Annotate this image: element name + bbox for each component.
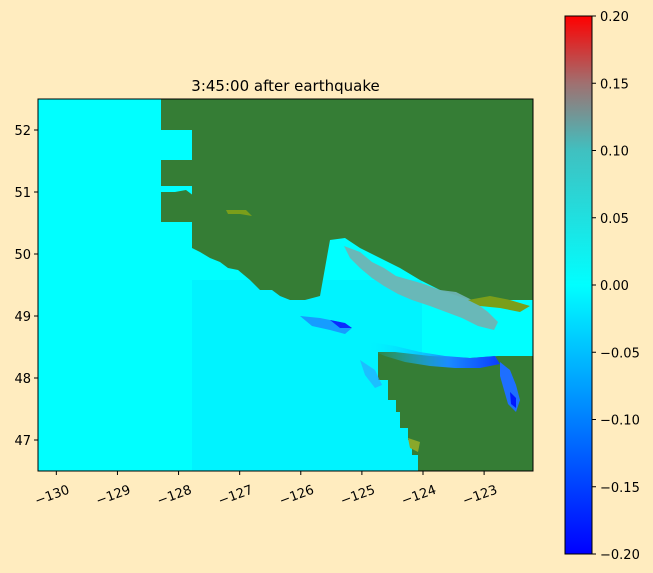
coastal-trough-south — [360, 360, 382, 388]
plot-frame — [37, 98, 534, 472]
y-tick-label: 51 — [14, 186, 31, 201]
x-tick-label: −123 — [461, 483, 500, 509]
colorbar-tick-label: −0.20 — [600, 548, 640, 563]
y-tick-label: 50 — [14, 248, 31, 263]
coastal-trough — [300, 316, 352, 334]
x-axis: −130 −129 −128 −127 −126 −125 −124 −123 — [33, 471, 499, 509]
puget-sound-deep — [510, 392, 516, 408]
colorbar-tick-label: 0.00 — [600, 279, 629, 294]
shallow-fringe-south — [408, 438, 420, 452]
x-tick-label: −129 — [94, 483, 133, 509]
colorbar — [564, 15, 593, 555]
y-tick-label: 47 — [14, 434, 31, 449]
x-tick-label: −130 — [33, 483, 72, 509]
y-tick-label: 49 — [14, 310, 31, 325]
map-plot — [38, 99, 533, 471]
y-tick-label: 48 — [14, 372, 31, 387]
colorbar-tick-label: 0.20 — [600, 10, 629, 25]
x-tick-label: −124 — [400, 483, 439, 509]
y-tick-label: 52 — [14, 124, 31, 139]
coastal-trough-deep — [330, 320, 352, 328]
x-tick-label: −128 — [155, 483, 194, 509]
x-tick-label: −125 — [339, 483, 378, 509]
colorbar-tick-label: −0.15 — [600, 481, 640, 496]
shallow-fringe-east — [468, 296, 530, 312]
colorbar-tick-label: −0.05 — [600, 346, 640, 361]
strait-of-georgia — [344, 246, 498, 330]
y-axis: 47 48 49 50 51 52 — [14, 124, 38, 449]
x-tick-label: −127 — [216, 483, 255, 509]
juan-de-fuca — [370, 342, 500, 368]
colorbar-tick-label: −0.10 — [600, 414, 640, 429]
colorbar-tick-label: 0.05 — [600, 212, 629, 227]
colorbar-axis: 0.20 0.15 0.10 0.05 0.00 −0.05 −0.10 −0.15 −0.20 — [592, 10, 640, 563]
shallow-fringe-north — [226, 210, 252, 216]
colorbar-tick-label: 0.10 — [600, 145, 629, 160]
chart-title: 3:45:00 after earthquake — [191, 77, 379, 95]
land-mainland — [161, 99, 533, 471]
colorbar-tick-label: 0.15 — [600, 77, 629, 92]
x-tick-label: −126 — [277, 483, 316, 509]
